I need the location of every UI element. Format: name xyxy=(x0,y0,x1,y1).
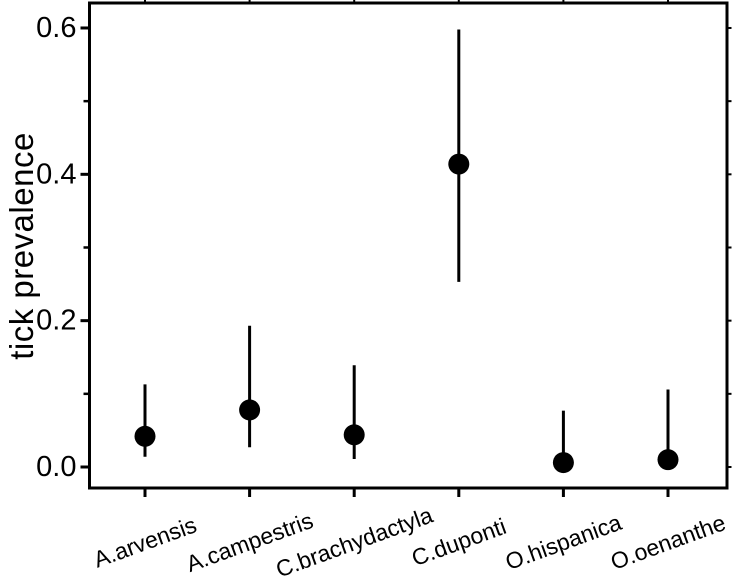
data-point xyxy=(343,424,365,446)
x-axis-category-label: O.hispanica xyxy=(502,509,625,575)
data-point xyxy=(552,452,574,474)
data-point xyxy=(134,425,156,447)
panel-border xyxy=(88,1,729,490)
data-point xyxy=(657,449,679,471)
y-axis-tick-label: 0.2 xyxy=(36,305,76,337)
x-axis-category-label: O.oenanthe xyxy=(607,509,729,575)
y-axis-tick-label: 0.4 xyxy=(36,158,76,190)
x-axis-category-label: A.arvensis xyxy=(90,511,200,572)
data-point xyxy=(448,153,470,175)
data-point xyxy=(239,399,261,421)
y-axis-tick-label: 0.6 xyxy=(36,12,76,44)
y-axis-tick-label: 0.0 xyxy=(36,451,76,483)
